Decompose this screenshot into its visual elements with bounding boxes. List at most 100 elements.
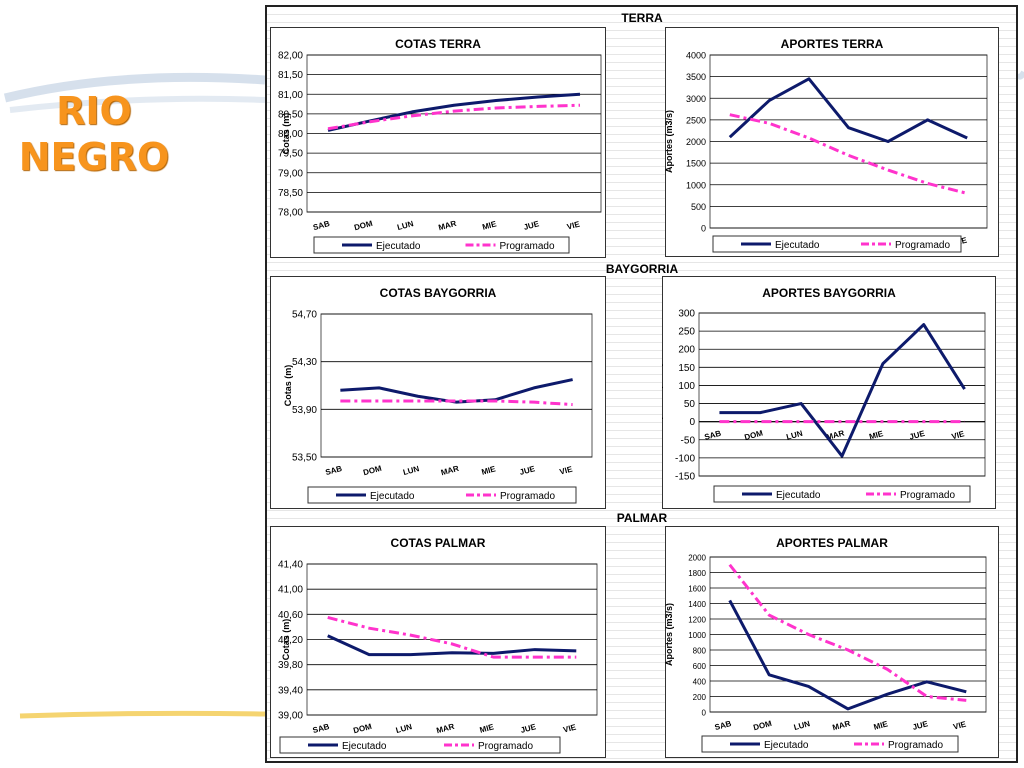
- section-label-baygorria: BAYGORRIA: [605, 262, 679, 276]
- y-tick-label: 150: [678, 363, 695, 374]
- series-line-ejecutado: [327, 634, 577, 657]
- y-tick-label: 53,50: [292, 453, 317, 464]
- legend-box: [701, 735, 959, 753]
- series-line-programado: [327, 103, 581, 131]
- x-tick-label: MIE: [873, 719, 890, 732]
- y-axis-label: Cotas (m): [283, 365, 293, 407]
- chart-title: COTAS BAYGORRIA: [380, 286, 497, 300]
- y-tick-label: 78,50: [278, 188, 303, 199]
- y-tick-label: 41,40: [278, 560, 303, 571]
- chart-title: COTAS TERRA: [395, 37, 481, 51]
- x-tick-label: VIE: [952, 719, 967, 731]
- x-tick-label: JUE: [908, 429, 926, 442]
- y-tick-label: 81,50: [278, 70, 303, 81]
- y-tick-label: 1400: [688, 600, 706, 609]
- y-tick-label: 2500: [686, 115, 706, 125]
- y-tick-label: 2000: [688, 554, 706, 563]
- y-tick-label: 250: [678, 327, 695, 338]
- y-axis-label: Aportes (m3/s): [665, 110, 674, 173]
- series-line-ejecutado: [728, 77, 968, 143]
- y-axis-label: Cotas (m): [281, 619, 291, 661]
- chart-cotas-terra: COTAS TERRA 78,00 78,50 79,00 79,50 80,00 80,5…: [270, 27, 606, 258]
- y-tick-label: 81,00: [278, 90, 303, 101]
- chart-legend: Ejecutado Programado: [313, 236, 570, 254]
- x-tick-label: MIE: [481, 464, 498, 477]
- legend-label-ejecutado: Ejecutado: [342, 741, 387, 752]
- y-tick-label: 53,90: [292, 405, 317, 416]
- legend-label-ejecutado: Ejecutado: [764, 740, 809, 751]
- y-tick-label: 300: [678, 309, 695, 320]
- chart-aportes-baygorria: APORTES BAYGORRIA -150 -100 -50 0 50 100 150 200…: [662, 276, 996, 509]
- x-tick-label: VIE: [562, 722, 577, 734]
- x-tick-label: LUN: [395, 722, 413, 735]
- x-tick-label: VIE: [559, 464, 574, 476]
- chart-title: APORTES BAYGORRIA: [762, 286, 896, 300]
- y-tick-label: 79,50: [278, 149, 303, 160]
- x-tick-label: JUE: [519, 464, 537, 477]
- y-tick-label: 1000: [688, 631, 706, 640]
- y-tick-label: 0: [689, 417, 695, 428]
- x-tick-label: JUE: [520, 722, 538, 735]
- legend-label-programado: Programado: [478, 741, 533, 752]
- y-axis-label: Aportes (m3/s): [665, 603, 674, 666]
- y-tick-label: 50: [684, 399, 696, 410]
- y-tick-label: 39,00: [278, 711, 303, 722]
- x-tick-label: SAB: [324, 464, 343, 477]
- legend-label-programado: Programado: [888, 740, 943, 751]
- y-tick-label: -100: [675, 453, 695, 464]
- y-tick-label: 41,00: [278, 585, 303, 596]
- series-line-programado: [340, 399, 573, 407]
- legend-label-programado: Programado: [895, 240, 950, 251]
- legend-box: [713, 485, 971, 503]
- chart-legend: Ejecutado Programado: [307, 486, 577, 504]
- y-tick-label: 80,00: [278, 129, 303, 140]
- y-tick-label: -50: [681, 435, 696, 446]
- chart-title: APORTES PALMAR: [776, 536, 888, 550]
- section-label-palmar: PALMAR: [616, 511, 668, 525]
- y-tick-label: 40,60: [278, 610, 303, 621]
- y-tick-label: 4000: [686, 51, 706, 61]
- y-tick-label: 200: [678, 345, 695, 356]
- y-tick-label: 79,00: [278, 168, 303, 179]
- y-tick-label: 82,00: [278, 51, 303, 62]
- chart-aportes-palmar: APORTES PALMAR 0 200 400 600 800 1000 1200 1400 1…: [665, 526, 999, 758]
- series-line-programado: [327, 616, 577, 659]
- legend-box: [712, 235, 962, 253]
- y-tick-label: 800: [693, 647, 707, 656]
- chart-legend: Ejecutado Programado: [712, 235, 962, 253]
- y-axis-label: Cotas (m): [281, 113, 291, 155]
- chart-cotas-palmar: COTAS PALMAR 39,00 39,40 39,80 40,20 40,60 41,…: [270, 526, 606, 758]
- x-tick-label: SAB: [703, 429, 722, 442]
- x-tick-label: LUN: [793, 719, 811, 732]
- y-tick-label: 1500: [686, 159, 706, 169]
- y-tick-label: 40,20: [278, 635, 303, 646]
- series-line-programado: [728, 563, 967, 702]
- y-tick-label: 1200: [688, 616, 706, 625]
- y-tick-label: 0: [701, 224, 706, 234]
- legend-box: [279, 736, 561, 754]
- x-tick-label: SAB: [714, 719, 733, 732]
- y-tick-label: 1600: [688, 585, 706, 594]
- series-line-ejecutado: [340, 378, 573, 404]
- y-tick-label: 54,30: [292, 357, 317, 368]
- y-tick-label: 39,80: [278, 660, 303, 671]
- y-tick-label: 1000: [686, 180, 706, 190]
- section-label-terra: TERRA: [621, 11, 663, 25]
- series-line-ejecutado: [728, 599, 967, 711]
- chart-legend: Ejecutado Programado: [713, 485, 971, 503]
- legend-box: [307, 486, 577, 504]
- chart-title: APORTES TERRA: [781, 37, 884, 51]
- chart-legend: Ejecutado Programado: [279, 736, 561, 754]
- x-tick-label: JUE: [912, 719, 930, 732]
- y-tick-label: 39,40: [278, 685, 303, 696]
- x-tick-label: LUN: [396, 219, 414, 232]
- x-tick-label: JUE: [523, 219, 541, 232]
- legend-box: [313, 236, 570, 254]
- page-title: RIO NEGRO: [18, 89, 170, 179]
- y-tick-label: 400: [693, 678, 707, 687]
- x-tick-label: VIE: [951, 429, 966, 441]
- y-tick-label: 2000: [686, 137, 706, 147]
- y-tick-label: 78,00: [278, 208, 303, 219]
